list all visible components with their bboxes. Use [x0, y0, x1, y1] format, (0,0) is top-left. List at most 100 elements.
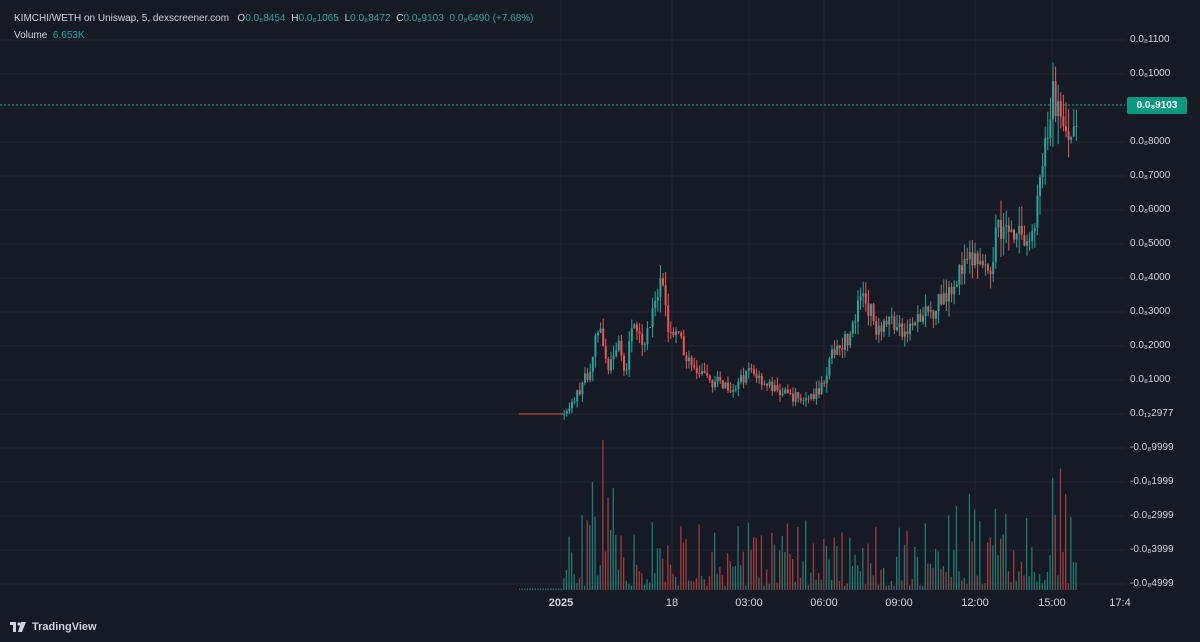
volume-bars: [519, 440, 1077, 590]
volume-bar: [669, 564, 672, 590]
candle-body: [729, 390, 732, 392]
volume-bar: [672, 573, 674, 590]
volume-bar: [979, 521, 981, 590]
candle-body: [1013, 229, 1015, 240]
candle-body: [763, 383, 766, 385]
volume-bar: [815, 579, 817, 590]
time-tick: 06:00: [810, 597, 838, 609]
candle-body: [758, 375, 761, 379]
volume-bar: [1054, 514, 1056, 590]
volume-bar: [1036, 581, 1038, 590]
candle-body: [867, 303, 870, 316]
volume-bar: [617, 569, 620, 590]
volume-bar: [584, 585, 586, 590]
low-key: L: [344, 13, 351, 24]
candle-body: [1052, 81, 1054, 120]
volume-bar: [851, 566, 854, 590]
volume-bar: [532, 588, 534, 590]
candle-body: [573, 401, 576, 403]
candlesticks: [519, 62, 1078, 420]
candle-body: [597, 332, 599, 336]
candle-body: [677, 331, 680, 333]
candle-body: [760, 375, 763, 385]
volume-bar: [854, 554, 856, 590]
volume-bar: [890, 581, 893, 590]
volume-bar: [885, 585, 887, 590]
candle-body: [937, 294, 940, 312]
candle-body: [727, 382, 729, 391]
candle-body: [844, 334, 846, 350]
volume-bar: [836, 546, 838, 590]
candle-body: [734, 388, 737, 391]
candle-body: [815, 388, 818, 399]
tradingview-logo[interactable]: TradingView: [10, 621, 97, 633]
volume-bar: [753, 537, 755, 590]
volume-bar: [695, 578, 698, 590]
candle-body: [828, 358, 831, 376]
candle-body: [997, 220, 1000, 228]
candle-body: [919, 314, 922, 322]
candle-body: [776, 385, 779, 391]
candle-body: [1036, 195, 1039, 229]
volume-bar: [953, 550, 955, 590]
volume-bar: [867, 543, 869, 590]
candle-body: [862, 293, 865, 296]
volume-bar: [914, 547, 916, 590]
candle-body: [979, 260, 982, 265]
volume-bar: [997, 555, 999, 590]
volume-bar: [641, 573, 643, 590]
candle-body: [838, 345, 841, 349]
candle-body: [1039, 176, 1041, 196]
high-key: H: [291, 13, 299, 24]
volume-bar: [831, 579, 833, 590]
volume-bar: [799, 577, 802, 590]
volume-bar: [638, 571, 640, 590]
candle-body: [968, 252, 971, 260]
volume-bar: [711, 551, 713, 590]
candle-body: [581, 382, 584, 395]
volume-bar: [994, 508, 997, 590]
volume-bar: [1000, 538, 1002, 590]
volume-bar: [958, 571, 960, 590]
price-tick: 0.0₈7000: [1130, 170, 1171, 181]
candle-body: [737, 381, 740, 389]
volume-bar: [727, 553, 729, 590]
volume-bar: [519, 588, 521, 590]
volume-bar: [758, 577, 760, 590]
volume-bar: [818, 572, 820, 590]
ohlc-row: KIMCHI/WETH on Uniswap, 5, dexscreener.c…: [14, 10, 536, 27]
candle-body: [953, 286, 956, 295]
candle-body: [620, 340, 623, 356]
open-value: 0.0₈8454: [245, 13, 286, 24]
volume-bar: [677, 585, 679, 590]
volume-bar: [1057, 575, 1059, 590]
candle-body: [1062, 116, 1065, 127]
candle-body: [667, 305, 670, 333]
volume-bar: [701, 575, 703, 590]
candle-body: [1075, 125, 1078, 127]
candle-body: [893, 316, 896, 330]
candle-body: [766, 383, 768, 386]
candle-body: [584, 373, 586, 383]
volume-bar: [625, 580, 627, 590]
volume-bar: [805, 520, 807, 590]
candle-body: [594, 335, 597, 357]
candle-body: [948, 287, 950, 302]
candle-body: [690, 357, 693, 366]
volume-bar: [586, 520, 588, 590]
candle-body: [703, 371, 706, 373]
candle-body: [786, 389, 789, 394]
candle-body: [1033, 228, 1036, 232]
candle-body: [1010, 229, 1013, 232]
candle-body: [589, 371, 592, 381]
candle-body: [966, 258, 969, 260]
candle-body: [638, 331, 641, 334]
candle-body: [901, 323, 904, 337]
candle-body: [916, 314, 919, 323]
candle-body: [675, 331, 677, 336]
candle-body: [643, 344, 646, 346]
volume-bar: [802, 561, 804, 590]
volume-bar: [898, 527, 900, 590]
